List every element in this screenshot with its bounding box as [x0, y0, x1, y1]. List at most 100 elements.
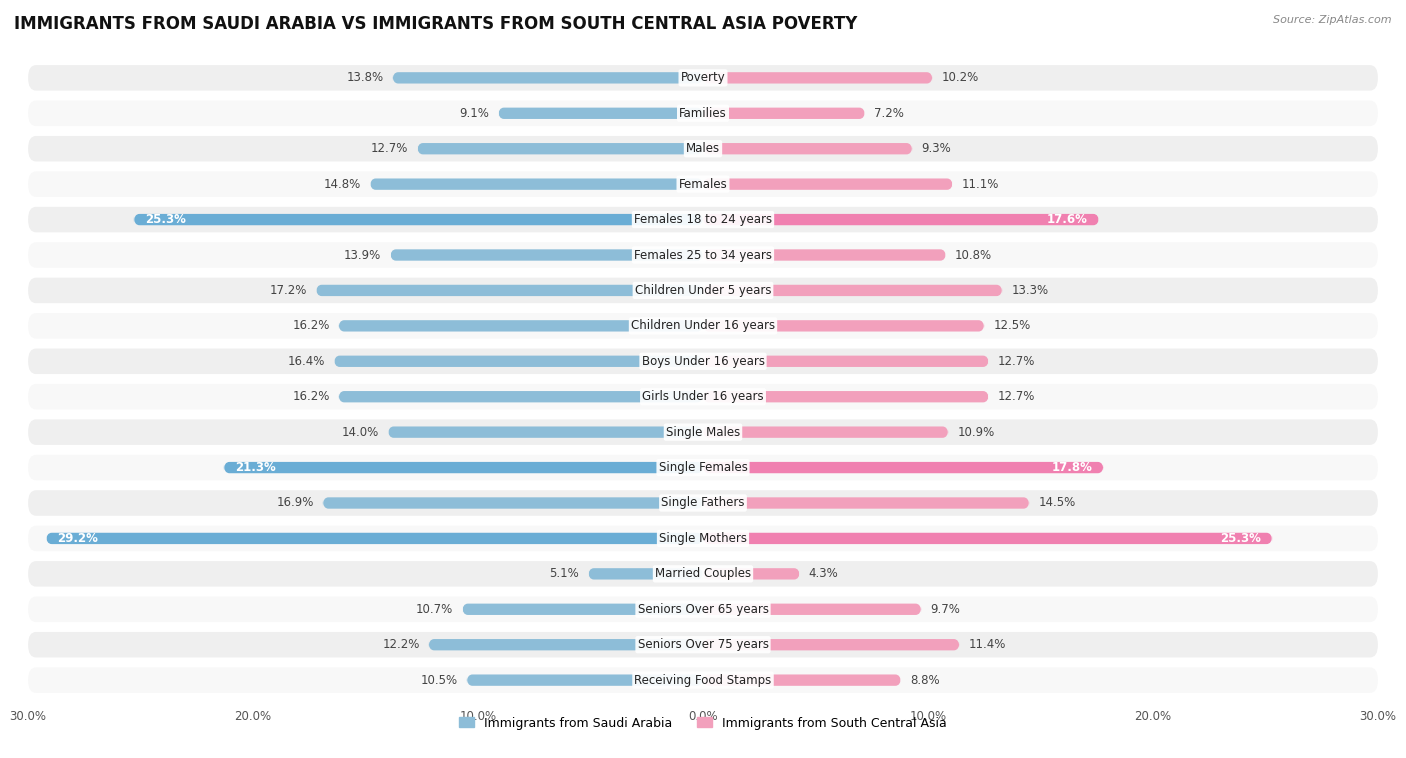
FancyBboxPatch shape [28, 207, 1378, 232]
Text: 17.8%: 17.8% [1052, 461, 1092, 474]
Text: Receiving Food Stamps: Receiving Food Stamps [634, 674, 772, 687]
Text: 16.2%: 16.2% [292, 390, 329, 403]
Text: Married Couples: Married Couples [655, 567, 751, 581]
FancyBboxPatch shape [28, 349, 1378, 374]
Text: 4.3%: 4.3% [808, 567, 838, 581]
FancyBboxPatch shape [28, 455, 1378, 481]
Text: Children Under 16 years: Children Under 16 years [631, 319, 775, 332]
Text: 5.1%: 5.1% [550, 567, 579, 581]
FancyBboxPatch shape [703, 568, 800, 580]
FancyBboxPatch shape [46, 533, 703, 544]
Text: 10.9%: 10.9% [957, 426, 994, 439]
FancyBboxPatch shape [467, 675, 703, 686]
FancyBboxPatch shape [703, 108, 865, 119]
Text: 10.2%: 10.2% [942, 71, 979, 84]
Text: 12.7%: 12.7% [998, 390, 1035, 403]
Text: 17.6%: 17.6% [1047, 213, 1088, 226]
FancyBboxPatch shape [28, 419, 1378, 445]
Text: Single Fathers: Single Fathers [661, 496, 745, 509]
FancyBboxPatch shape [28, 490, 1378, 515]
FancyBboxPatch shape [224, 462, 703, 473]
FancyBboxPatch shape [703, 675, 901, 686]
Text: 16.4%: 16.4% [288, 355, 325, 368]
Text: Boys Under 16 years: Boys Under 16 years [641, 355, 765, 368]
Text: 21.3%: 21.3% [235, 461, 276, 474]
Text: 8.8%: 8.8% [910, 674, 939, 687]
FancyBboxPatch shape [28, 243, 1378, 268]
FancyBboxPatch shape [498, 108, 703, 119]
Text: 9.1%: 9.1% [460, 107, 489, 120]
Text: Males: Males [686, 143, 720, 155]
Text: Families: Families [679, 107, 727, 120]
Text: 12.7%: 12.7% [998, 355, 1035, 368]
Text: 7.2%: 7.2% [875, 107, 904, 120]
FancyBboxPatch shape [703, 603, 921, 615]
Text: Poverty: Poverty [681, 71, 725, 84]
FancyBboxPatch shape [703, 249, 946, 261]
FancyBboxPatch shape [588, 568, 703, 580]
FancyBboxPatch shape [388, 427, 703, 438]
FancyBboxPatch shape [463, 603, 703, 615]
Text: 13.3%: 13.3% [1011, 284, 1049, 297]
Legend: Immigrants from Saudi Arabia, Immigrants from South Central Asia: Immigrants from Saudi Arabia, Immigrants… [454, 712, 952, 735]
Text: Single Mothers: Single Mothers [659, 532, 747, 545]
FancyBboxPatch shape [703, 462, 1104, 473]
Text: 12.2%: 12.2% [382, 638, 419, 651]
FancyBboxPatch shape [28, 667, 1378, 693]
FancyBboxPatch shape [339, 391, 703, 402]
FancyBboxPatch shape [335, 356, 703, 367]
FancyBboxPatch shape [391, 249, 703, 261]
Text: 13.8%: 13.8% [346, 71, 384, 84]
Text: 13.9%: 13.9% [344, 249, 381, 262]
Text: 16.2%: 16.2% [292, 319, 329, 332]
Text: 17.2%: 17.2% [270, 284, 307, 297]
Text: 10.5%: 10.5% [420, 674, 458, 687]
FancyBboxPatch shape [370, 178, 703, 190]
Text: 11.4%: 11.4% [969, 638, 1005, 651]
FancyBboxPatch shape [418, 143, 703, 155]
FancyBboxPatch shape [392, 72, 703, 83]
Text: 25.3%: 25.3% [145, 213, 186, 226]
Text: 11.1%: 11.1% [962, 177, 1000, 191]
Text: Females: Females [679, 177, 727, 191]
Text: Females 18 to 24 years: Females 18 to 24 years [634, 213, 772, 226]
Text: Children Under 5 years: Children Under 5 years [634, 284, 772, 297]
Text: Girls Under 16 years: Girls Under 16 years [643, 390, 763, 403]
Text: 14.8%: 14.8% [323, 177, 361, 191]
Text: 14.0%: 14.0% [342, 426, 380, 439]
Text: Seniors Over 65 years: Seniors Over 65 years [637, 603, 769, 615]
Text: 10.8%: 10.8% [955, 249, 993, 262]
Text: 16.9%: 16.9% [277, 496, 314, 509]
FancyBboxPatch shape [28, 597, 1378, 622]
Text: Source: ZipAtlas.com: Source: ZipAtlas.com [1274, 15, 1392, 25]
FancyBboxPatch shape [703, 143, 912, 155]
FancyBboxPatch shape [316, 285, 703, 296]
Text: Single Females: Single Females [658, 461, 748, 474]
Text: 14.5%: 14.5% [1038, 496, 1076, 509]
FancyBboxPatch shape [429, 639, 703, 650]
FancyBboxPatch shape [28, 171, 1378, 197]
FancyBboxPatch shape [28, 136, 1378, 161]
Text: Single Males: Single Males [666, 426, 740, 439]
FancyBboxPatch shape [703, 214, 1099, 225]
FancyBboxPatch shape [703, 391, 988, 402]
FancyBboxPatch shape [703, 320, 984, 331]
Text: 9.7%: 9.7% [931, 603, 960, 615]
FancyBboxPatch shape [28, 526, 1378, 551]
FancyBboxPatch shape [703, 178, 953, 190]
FancyBboxPatch shape [28, 561, 1378, 587]
FancyBboxPatch shape [703, 497, 1029, 509]
FancyBboxPatch shape [28, 101, 1378, 126]
FancyBboxPatch shape [703, 427, 948, 438]
FancyBboxPatch shape [703, 285, 1002, 296]
FancyBboxPatch shape [28, 632, 1378, 657]
Text: 9.3%: 9.3% [921, 143, 950, 155]
Text: 25.3%: 25.3% [1220, 532, 1261, 545]
FancyBboxPatch shape [28, 65, 1378, 91]
Text: 12.5%: 12.5% [993, 319, 1031, 332]
Text: 29.2%: 29.2% [58, 532, 98, 545]
FancyBboxPatch shape [28, 313, 1378, 339]
Text: Seniors Over 75 years: Seniors Over 75 years [637, 638, 769, 651]
FancyBboxPatch shape [703, 533, 1272, 544]
Text: Females 25 to 34 years: Females 25 to 34 years [634, 249, 772, 262]
